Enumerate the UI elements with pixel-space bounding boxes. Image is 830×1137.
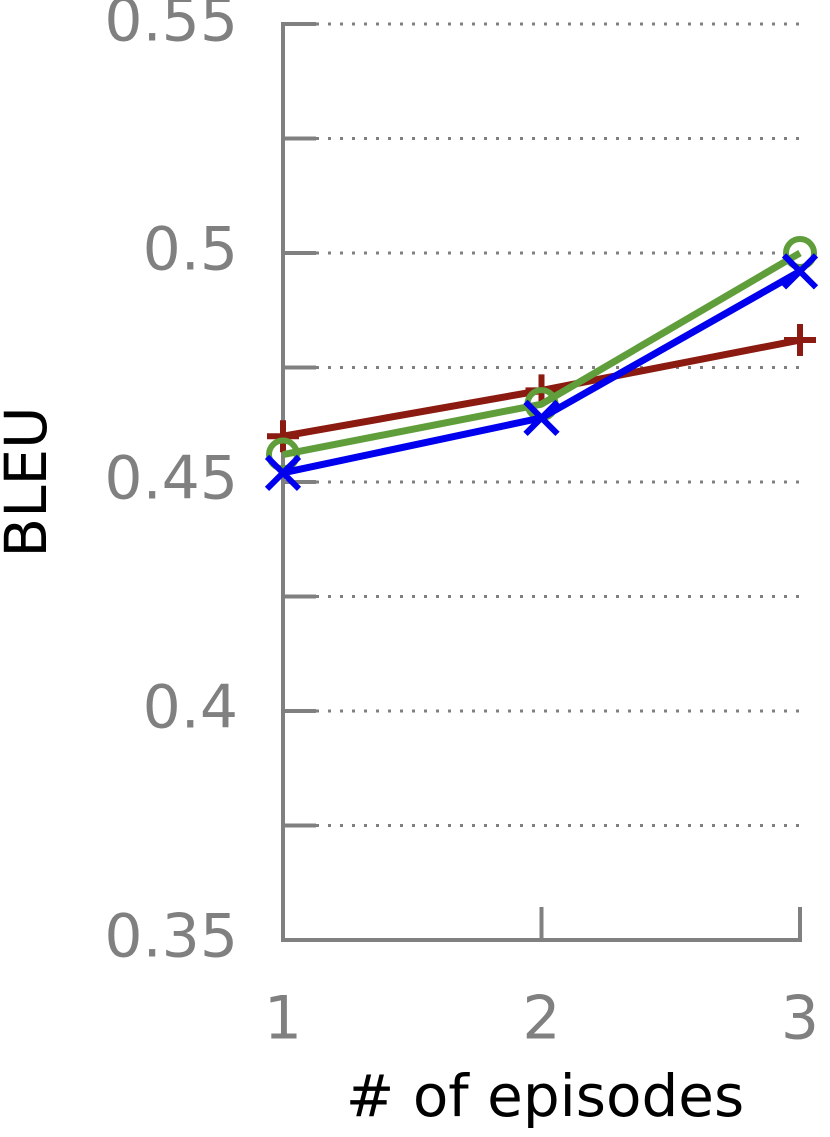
marker (264, 454, 302, 491)
series-line (282, 249, 802, 458)
marker (523, 399, 560, 437)
x-tick-label: 3 (781, 984, 819, 1054)
y-tick-label: 0.35 (104, 902, 238, 972)
marker (267, 420, 299, 453)
x-tick-label: 1 (264, 984, 302, 1054)
marker (784, 324, 816, 357)
y-tick-label: 0.5 (143, 215, 238, 285)
y-tick-label: 0.4 (143, 673, 238, 743)
y-tick-label: 0.45 (104, 444, 238, 514)
marker (783, 236, 817, 270)
x-axis-title: # of episodes (346, 1062, 744, 1130)
x-tick-label: 2 (522, 984, 560, 1054)
y-tick-label: 0.55 (104, 0, 238, 56)
marker (266, 437, 300, 472)
y-axis-title: BLEU (0, 406, 60, 557)
marker (781, 253, 819, 290)
